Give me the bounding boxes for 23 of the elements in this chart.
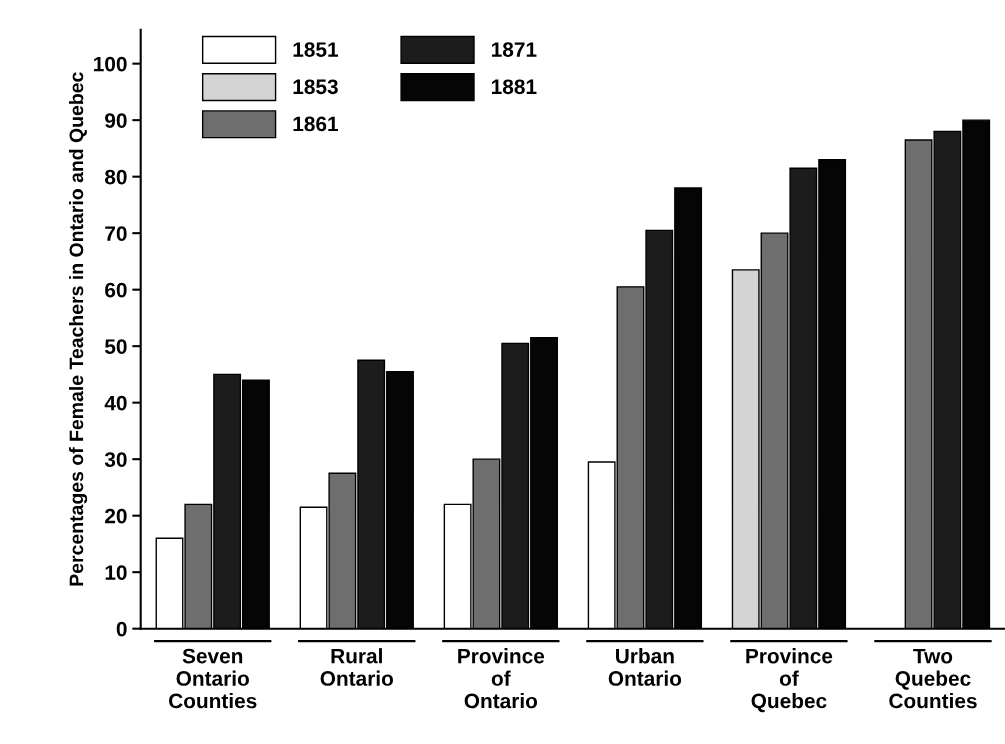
y-tick-label: 0	[116, 621, 127, 637]
x-tick-label: Rural Ontario	[320, 648, 393, 686]
y-tick-label: 10	[105, 565, 127, 580]
legend-label: 1871	[491, 42, 537, 57]
x-tick-label: Two Quebec Counties	[889, 648, 977, 709]
x-tick-label: Seven Ontario Counties	[169, 648, 257, 709]
y-axis-title: Percentages of Female Teachers in Ontario and Quebec	[68, 72, 88, 586]
y-tick-label: 60	[105, 282, 127, 298]
x-tick-label: Urban Ontario	[608, 648, 682, 686]
y-tick-label: 90	[105, 113, 127, 128]
y-tick-label: 50	[104, 339, 127, 354]
y-tick-label: 40	[104, 395, 127, 411]
legend-label: 1851	[293, 42, 339, 57]
y-tick-label: 30	[104, 452, 127, 467]
y-tick-label: 70	[105, 226, 127, 241]
legend-label: 1861	[293, 116, 339, 132]
y-tick-label: 100	[94, 56, 127, 72]
y-tick-label: 80	[105, 169, 127, 185]
legend-label: 1853	[293, 79, 338, 95]
legend-label: 1881	[491, 79, 537, 95]
x-tick-label: Province of Quebec	[746, 648, 833, 713]
y-tick-label: 20	[105, 508, 127, 524]
x-tick-label: Province of Ontario	[458, 648, 545, 709]
